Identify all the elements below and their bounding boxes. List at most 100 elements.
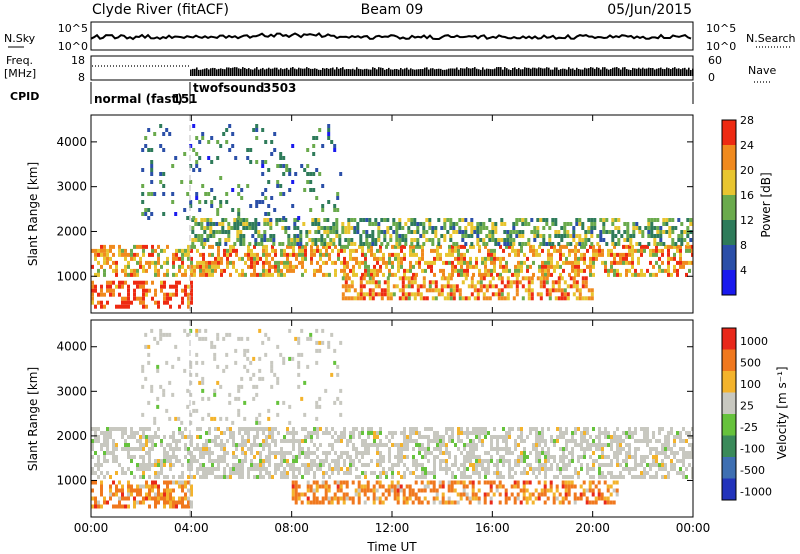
heatmap-cell: [590, 218, 594, 222]
heatmap-cell: [371, 280, 375, 285]
heatmap-cell: [327, 136, 331, 140]
heatmap-cell: [356, 230, 360, 234]
heatmap-cell: [472, 439, 475, 443]
heatmap-cell: [238, 256, 241, 261]
heatmap-cell: [563, 226, 567, 230]
heatmap-cell: [583, 252, 586, 257]
heatmap-cell: [533, 234, 537, 238]
heatmap-cell: [235, 252, 238, 257]
heatmap-cell: [343, 435, 346, 439]
heatmap-cell: [330, 496, 334, 501]
heatmap-cell: [634, 459, 637, 463]
heatmap-cell: [488, 230, 492, 234]
heatmap-cell: [292, 463, 295, 467]
heatmap-cell: [439, 463, 442, 467]
heatmap-cell: [520, 451, 523, 455]
nave-bar: [206, 68, 208, 76]
heatmap-cell: [181, 260, 184, 265]
heatmap-cell: [602, 230, 606, 234]
heatmap-cell: [538, 264, 541, 269]
heatmap-cell: [584, 284, 588, 289]
heatmap-cell: [391, 431, 394, 435]
heatmap-cell: [100, 300, 103, 305]
heatmap-cell: [475, 435, 478, 439]
nave-bar: [258, 69, 260, 76]
heatmap-cell: [242, 218, 246, 222]
heatmap-cell: [520, 260, 523, 265]
heatmap-cell: [396, 484, 400, 489]
heatmap-cell: [209, 230, 213, 234]
heatmap-cell: [487, 463, 490, 467]
heatmap-cell: [100, 284, 103, 289]
heatmap-cell: [553, 248, 556, 253]
heatmap-cell: [118, 480, 121, 485]
heatmap-cell: [115, 264, 118, 269]
heatmap-cell: [473, 288, 477, 293]
heatmap-cell: [637, 447, 640, 451]
heatmap-cell: [508, 431, 511, 435]
heatmap-cell: [464, 296, 468, 301]
heatmap-cell: [372, 500, 376, 505]
heatmap-cell: [184, 268, 187, 273]
heatmap-cell: [181, 480, 184, 485]
heatmap-cell: [482, 276, 486, 281]
heatmap-cell: [217, 427, 220, 431]
heatmap-cell: [340, 260, 343, 265]
heatmap-cell: [441, 500, 445, 505]
heatmap-cell: [506, 284, 510, 289]
heatmap-cell: [139, 488, 142, 493]
heatmap-cell: [634, 463, 637, 467]
heatmap-cell: [476, 296, 480, 301]
heatmap-cell: [274, 260, 277, 265]
heatmap-cell: [427, 447, 430, 451]
heatmap-cell: [301, 439, 304, 443]
heatmap-cell: [508, 435, 511, 439]
heatmap-cell: [470, 222, 474, 226]
heatmap-cell: [124, 252, 127, 257]
heatmap-cell: [427, 439, 430, 443]
heatmap-cell: [229, 427, 232, 431]
heatmap-cell: [526, 268, 529, 273]
heatmap-cell: [452, 242, 456, 246]
heatmap-cell: [121, 284, 124, 289]
heatmap-cell: [635, 242, 639, 246]
heatmap-cell: [280, 268, 283, 273]
heatmap-cell: [587, 238, 591, 242]
heatmap-cell: [653, 234, 657, 238]
heatmap-cell: [376, 435, 379, 439]
heatmap-cell: [389, 296, 393, 301]
heatmap-cell: [607, 471, 610, 475]
heatmap-cell: [237, 396, 241, 401]
nave-bar: [362, 69, 364, 76]
heatmap-cell: [595, 248, 598, 253]
heatmap-cell: [489, 484, 493, 489]
heatmap-cell: [590, 226, 594, 230]
heatmap-cell: [115, 492, 118, 497]
heatmap-cell: [655, 439, 658, 443]
heatmap-cell: [655, 475, 658, 479]
heatmap-cell: [638, 230, 642, 234]
heatmap-cell: [145, 280, 148, 285]
heatmap-cell: [388, 431, 391, 435]
heatmap-cell: [433, 447, 436, 451]
heatmap-cell: [616, 268, 619, 273]
heatmap-cell: [604, 455, 607, 459]
heatmap-cell: [574, 256, 577, 261]
heatmap-cell: [91, 264, 94, 269]
heatmap-cell: [529, 244, 532, 249]
heatmap-cell: [175, 292, 178, 297]
heatmap-cell: [469, 431, 472, 435]
heatmap-cell: [130, 272, 133, 277]
heatmap-cell: [433, 463, 436, 467]
heatmap-cell: [328, 252, 331, 257]
heatmap-cell: [432, 488, 436, 493]
heatmap-cell: [318, 340, 322, 345]
heatmap-cell: [646, 463, 649, 467]
heatmap-cell: [457, 268, 460, 273]
heatmap-cell: [211, 260, 214, 265]
heatmap-cell: [592, 264, 595, 269]
nave-bar: [420, 69, 422, 76]
heatmap-cell: [238, 431, 241, 435]
heatmap-cell: [109, 475, 112, 479]
heatmap-cell: [634, 475, 637, 479]
